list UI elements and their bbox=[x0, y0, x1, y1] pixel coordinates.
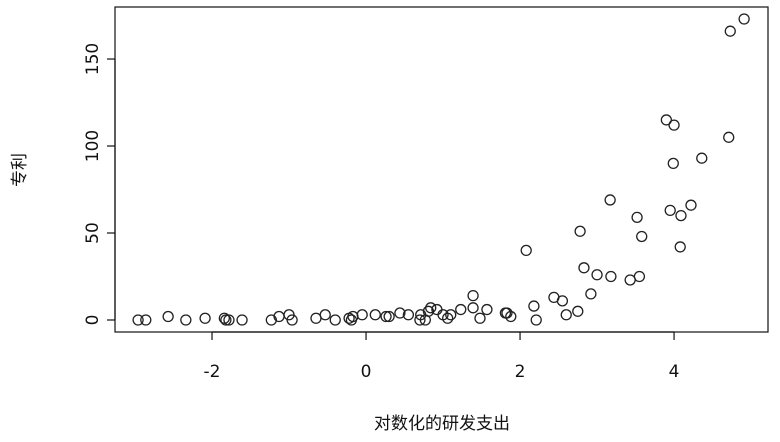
y-tick-label: 150 bbox=[83, 43, 103, 75]
point bbox=[574, 225, 586, 237]
y-axis-label: 专利 bbox=[10, 153, 30, 187]
x-tick-label: 4 bbox=[669, 362, 680, 382]
point bbox=[723, 131, 735, 143]
point bbox=[329, 314, 341, 326]
point bbox=[505, 310, 517, 323]
point bbox=[530, 314, 542, 326]
point bbox=[380, 310, 392, 323]
point bbox=[445, 309, 457, 321]
point bbox=[572, 305, 584, 317]
point bbox=[474, 312, 486, 324]
point bbox=[218, 312, 230, 324]
point bbox=[455, 303, 467, 316]
point bbox=[286, 314, 298, 326]
point bbox=[394, 307, 406, 319]
point bbox=[132, 314, 144, 326]
point bbox=[685, 199, 697, 211]
point bbox=[668, 119, 680, 131]
point bbox=[624, 274, 636, 286]
point bbox=[664, 204, 676, 217]
point bbox=[402, 309, 415, 321]
plot-box bbox=[114, 6, 769, 333]
x-tick-label: 2 bbox=[515, 362, 526, 382]
point bbox=[667, 157, 679, 170]
point bbox=[660, 114, 673, 126]
x-tick-label: -2 bbox=[204, 362, 221, 382]
point bbox=[501, 307, 513, 319]
point bbox=[724, 25, 736, 37]
point bbox=[738, 13, 750, 25]
x-tick-label: 0 bbox=[361, 362, 372, 382]
point bbox=[633, 270, 646, 283]
point bbox=[199, 312, 211, 324]
point bbox=[578, 262, 590, 274]
point bbox=[585, 288, 597, 300]
point bbox=[442, 312, 454, 324]
point bbox=[425, 302, 437, 314]
point bbox=[467, 302, 479, 314]
point bbox=[631, 211, 643, 223]
point bbox=[220, 314, 232, 326]
point bbox=[467, 289, 479, 302]
point bbox=[520, 244, 532, 257]
point bbox=[383, 310, 395, 323]
point bbox=[528, 300, 540, 312]
point bbox=[162, 310, 174, 323]
point bbox=[560, 309, 572, 321]
point bbox=[319, 309, 331, 321]
point bbox=[356, 309, 368, 321]
point bbox=[674, 241, 686, 253]
point bbox=[481, 303, 493, 316]
point bbox=[347, 310, 359, 323]
point bbox=[604, 194, 616, 206]
point bbox=[223, 314, 235, 326]
y-tick-label: 50 bbox=[83, 222, 103, 244]
point bbox=[591, 269, 603, 281]
point bbox=[696, 152, 708, 164]
point bbox=[636, 230, 648, 243]
point bbox=[556, 295, 569, 307]
point bbox=[310, 312, 322, 324]
point bbox=[605, 270, 617, 283]
point bbox=[414, 314, 426, 326]
point bbox=[369, 309, 381, 321]
y-tick-label: 100 bbox=[83, 130, 103, 162]
point bbox=[236, 314, 248, 326]
x-axis-label: 对数化的研发支出 bbox=[374, 414, 510, 434]
point bbox=[675, 209, 687, 222]
y-tick-label: 0 bbox=[83, 315, 103, 326]
point bbox=[140, 314, 152, 326]
point bbox=[180, 314, 192, 326]
